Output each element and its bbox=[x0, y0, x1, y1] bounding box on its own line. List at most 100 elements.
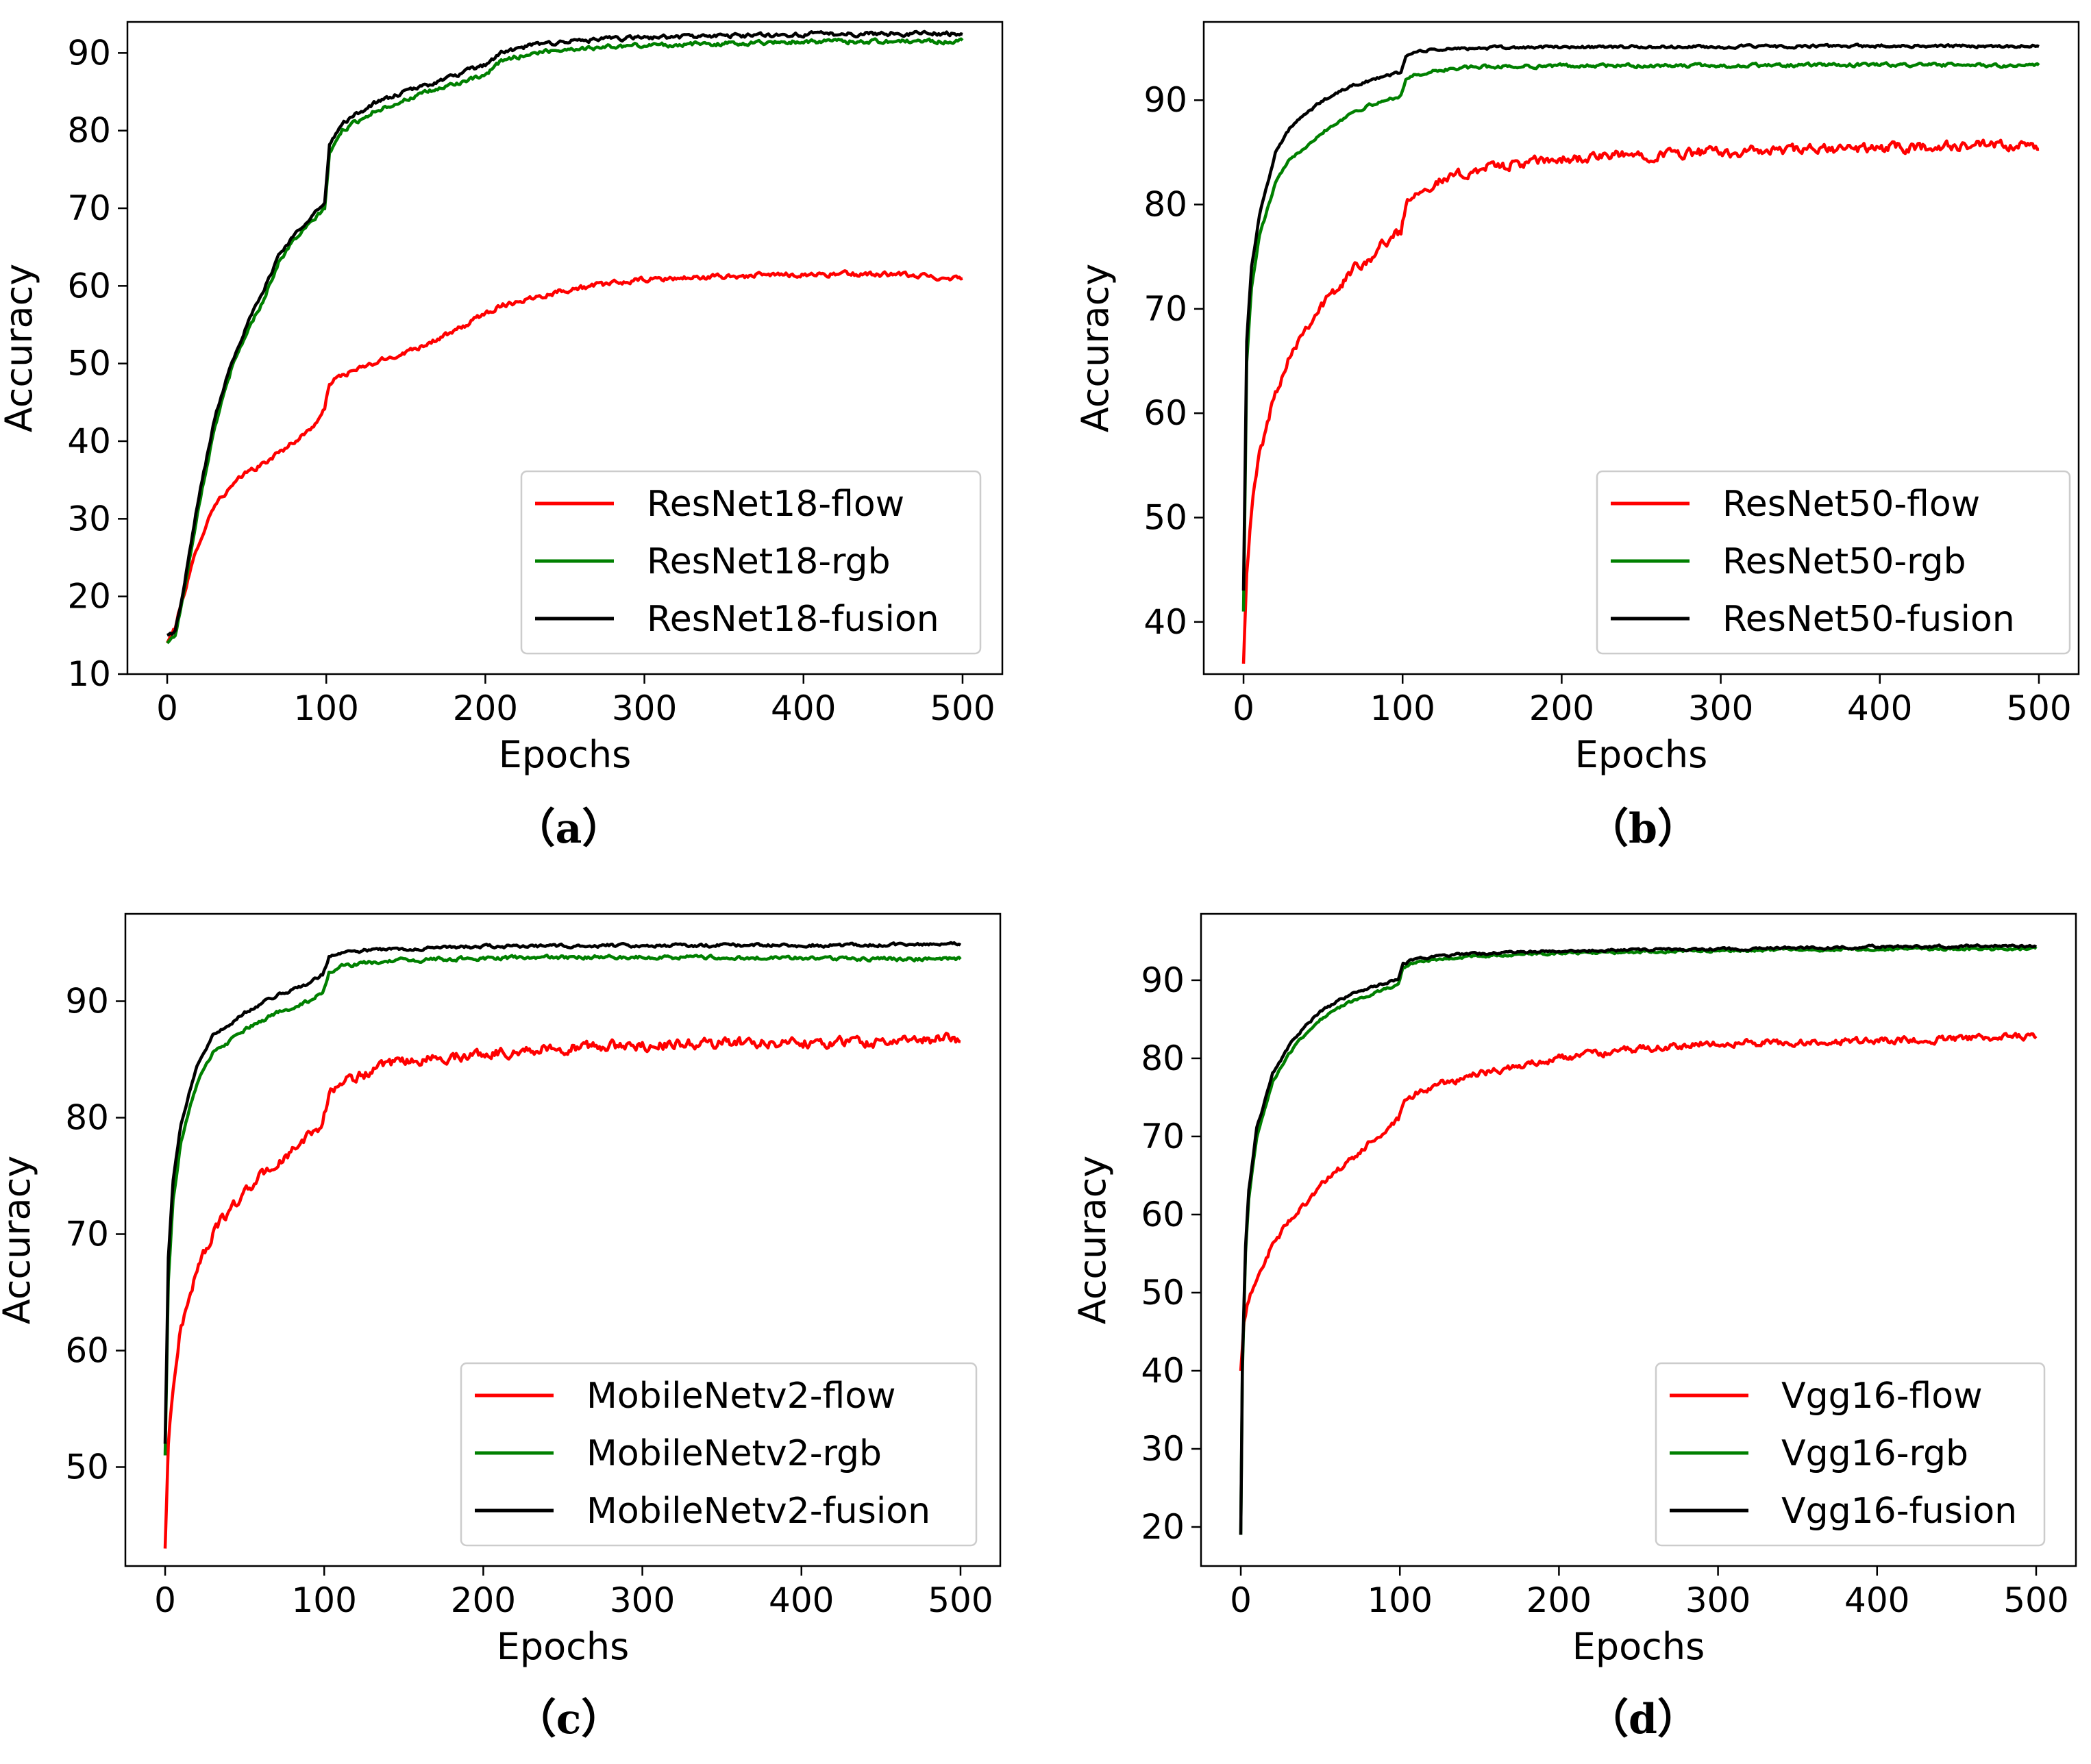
legend-entry: MobileNetv2-fusion bbox=[586, 1491, 930, 1532]
y-tick-label: 60 bbox=[65, 1331, 109, 1371]
legend-entry: ResNet18-rgb bbox=[647, 541, 891, 582]
legend-entry: MobileNetv2-flow bbox=[586, 1376, 896, 1417]
y-axis-label: Accuracy bbox=[1074, 264, 1117, 433]
x-tick-label: 500 bbox=[2003, 1580, 2068, 1620]
series-line-resnet18-rgb bbox=[166, 37, 964, 645]
y-tick-label: 20 bbox=[67, 577, 111, 617]
y-axis-label: Accuracy bbox=[1071, 1156, 1114, 1325]
y-tick-label: 90 bbox=[1141, 960, 1185, 1000]
series-line-resnet50-fusion bbox=[1241, 42, 2040, 591]
chart-panel-b: 0 100 200 300 400 500 40 50 60 70 80 90 Epochs Accura… bbox=[1074, 21, 2080, 853]
axes-frame bbox=[124, 912, 1002, 1567]
panel-label: （c） bbox=[515, 1695, 623, 1743]
axes-frame bbox=[126, 21, 1004, 675]
x-tick-label: 500 bbox=[2006, 688, 2071, 728]
y-tick-label: 50 bbox=[67, 344, 111, 384]
y-tick-label: 60 bbox=[1141, 1195, 1185, 1234]
axes-frame bbox=[1200, 912, 2077, 1567]
legend: MobileNetv2-flow MobileNetv2-rgb MobileNet… bbox=[460, 1362, 978, 1547]
y-tick-label: 40 bbox=[1143, 602, 1187, 642]
y-tick-label: 50 bbox=[65, 1448, 109, 1487]
x-axis-label: Epochs bbox=[1575, 733, 1707, 776]
y-axis-label: Accuracy bbox=[0, 264, 40, 433]
y-tick-label: 60 bbox=[67, 266, 111, 306]
y-tick-label: 70 bbox=[1143, 289, 1187, 329]
series-line-mobilenetv2-flow bbox=[163, 1032, 961, 1549]
x-tick-label: 400 bbox=[1844, 1580, 1909, 1620]
chart-panel-d: 0 100 200 300 400 500 20 30 40 50 60 70 80 90 Epochs Ac… bbox=[1071, 912, 2077, 1743]
y-tick-label: 70 bbox=[1141, 1117, 1185, 1156]
x-tick-label: 100 bbox=[292, 1580, 357, 1620]
series-line-mobilenetv2-fusion bbox=[163, 941, 962, 1444]
x-tick-label: 100 bbox=[1370, 688, 1435, 728]
x-tick-label: 0 bbox=[156, 688, 178, 728]
legend-entry: Vgg16-rgb bbox=[1781, 1433, 1968, 1474]
series-line-vgg16-fusion bbox=[1239, 943, 2038, 1535]
x-tick-label: 100 bbox=[294, 688, 359, 728]
y-tick-label: 50 bbox=[1143, 498, 1187, 538]
y-tick-label: 80 bbox=[1143, 185, 1187, 225]
x-tick-label: 300 bbox=[1685, 1580, 1750, 1620]
y-tick-label: 10 bbox=[67, 654, 111, 694]
series-line-resnet50-rgb bbox=[1241, 61, 2040, 612]
x-tick-label: 0 bbox=[1230, 1580, 1252, 1620]
panel-label: （a） bbox=[515, 805, 623, 853]
y-tick-label: 40 bbox=[67, 421, 111, 461]
series-line-resnet50-flow bbox=[1241, 138, 2040, 664]
x-tick-label: 500 bbox=[928, 1580, 993, 1620]
x-tick-label: 300 bbox=[612, 688, 677, 728]
panel-label: （d） bbox=[1587, 1695, 1698, 1743]
legend-entry: ResNet50-fusion bbox=[1722, 599, 2015, 640]
legend-entry: ResNet18-fusion bbox=[647, 599, 939, 640]
x-tick-label: 300 bbox=[1688, 688, 1753, 728]
y-tick-label: 30 bbox=[1141, 1429, 1185, 1469]
legend-box bbox=[1596, 470, 2071, 655]
series-line-mobilenetv2-rgb bbox=[163, 954, 962, 1456]
legend-entry: ResNet18-flow bbox=[647, 484, 904, 525]
y-tick-label: 50 bbox=[1141, 1273, 1185, 1313]
legend-entry: MobileNetv2-rgb bbox=[586, 1433, 882, 1474]
legend-entry: Vgg16-fusion bbox=[1781, 1491, 2017, 1532]
y-tick-label: 70 bbox=[67, 188, 111, 228]
axes-frame bbox=[1202, 21, 2080, 675]
legend-box bbox=[460, 1362, 978, 1547]
legend-entry: ResNet50-rgb bbox=[1722, 541, 1966, 582]
x-axis-label: Epochs bbox=[499, 733, 631, 776]
legend-entry: ResNet50-flow bbox=[1722, 484, 1980, 525]
x-tick-label: 0 bbox=[154, 1580, 176, 1620]
panel-label: （b） bbox=[1587, 805, 1698, 853]
series-line-resnet18-fusion bbox=[166, 29, 963, 637]
legend-entry: Vgg16-flow bbox=[1781, 1376, 1983, 1417]
x-tick-label: 100 bbox=[1368, 1580, 1433, 1620]
legend-box bbox=[520, 470, 982, 655]
y-tick-label: 30 bbox=[67, 499, 111, 538]
x-axis-label: Epochs bbox=[497, 1625, 629, 1668]
y-axis-label: Accuracy bbox=[0, 1156, 38, 1325]
y-tick-label: 20 bbox=[1141, 1507, 1185, 1547]
y-tick-label: 80 bbox=[1141, 1039, 1185, 1078]
x-tick-label: 500 bbox=[930, 688, 995, 728]
chart-panel-c: 0 100 200 300 400 500 50 60 70 80 90 Epochs Accuracy… bbox=[0, 912, 1002, 1743]
y-tick-label: 90 bbox=[1143, 80, 1187, 120]
x-tick-label: 200 bbox=[451, 1580, 516, 1620]
series-line-vgg16-flow bbox=[1239, 1032, 2038, 1371]
x-tick-label: 200 bbox=[453, 688, 518, 728]
y-tick-label: 80 bbox=[65, 1098, 109, 1138]
x-tick-label: 400 bbox=[1847, 688, 1912, 728]
series-line-vgg16-rgb bbox=[1239, 945, 2038, 1535]
x-axis-label: Epochs bbox=[1572, 1625, 1705, 1668]
legend: ResNet50-flow ResNet50-rgb ResNet50-fusion bbox=[1596, 470, 2071, 655]
x-tick-label: 300 bbox=[610, 1580, 675, 1620]
x-tick-label: 0 bbox=[1233, 688, 1254, 728]
y-tick-label: 80 bbox=[67, 111, 111, 151]
x-tick-label: 200 bbox=[1526, 1580, 1592, 1620]
chart-panel-a: 0 100 200 300 400 500 10 20 30 40 50 60 70 80 90 Epochs… bbox=[0, 21, 1004, 853]
y-tick-label: 60 bbox=[1143, 393, 1187, 433]
y-tick-label: 70 bbox=[65, 1215, 109, 1254]
y-tick-label: 40 bbox=[1141, 1351, 1185, 1391]
legend: Vgg16-flow Vgg16-rgb Vgg16-fusion bbox=[1655, 1362, 2046, 1547]
series-line-resnet18-flow bbox=[166, 269, 963, 644]
y-tick-label: 90 bbox=[65, 982, 109, 1021]
x-tick-label: 200 bbox=[1529, 688, 1594, 728]
